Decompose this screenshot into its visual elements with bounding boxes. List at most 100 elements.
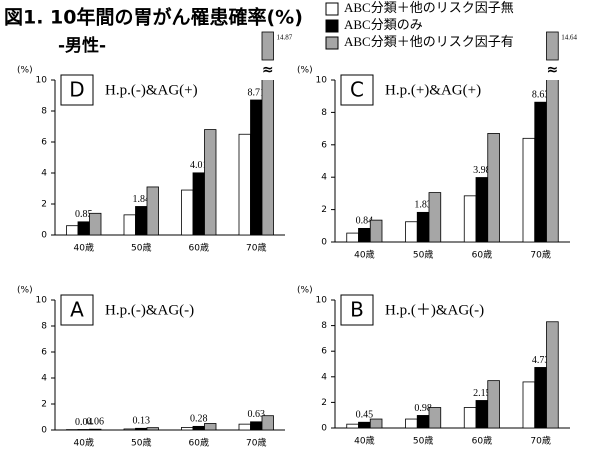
y-tick-label: 0 [321, 238, 327, 248]
bar [146, 427, 159, 430]
y-tick-label: 0 [41, 231, 47, 241]
value-label: 8.71 [248, 87, 266, 98]
panel-subtitle: H.p.(-)&AG(+) [105, 82, 198, 98]
value-label: 0.63 [248, 409, 266, 420]
figure-title: 図1. 10年間の胃がん罹患確率(%) [4, 6, 303, 29]
value-label: 1.84 [133, 194, 151, 205]
bar [416, 211, 430, 242]
bar [181, 189, 194, 235]
break-mark: ≈ [547, 62, 559, 78]
x-tick-label: 40歳 [74, 437, 94, 449]
bar [66, 225, 79, 235]
value-label: 0.45 [356, 410, 374, 421]
value-label: 4.73 [532, 355, 550, 366]
y-tick-label: 4 [321, 173, 327, 183]
x-tick-label: 50歳 [413, 435, 433, 447]
x-tick-label: 70歳 [246, 242, 266, 254]
bar [238, 423, 251, 430]
value-label: 14.64 [561, 34, 577, 42]
figure-subtitle: -男性- [58, 35, 106, 56]
bar [487, 133, 500, 242]
y-unit: (%) [297, 66, 313, 76]
bar [346, 423, 359, 428]
value-label: 0.04 [75, 417, 93, 428]
y-tick-label: 8 [321, 108, 327, 118]
bar [146, 186, 159, 235]
y-tick-label: 0 [41, 426, 47, 436]
bar [358, 227, 371, 242]
panel-subtitle: H.p.(＋)&AG(-) [385, 302, 484, 318]
x-tick-label: 60歳 [189, 437, 209, 449]
panel-subtitle: H.p.(-)&AG(-) [105, 302, 194, 318]
legend-swatch [325, 36, 339, 50]
bar [546, 80, 559, 242]
x-tick-label: 40歳 [354, 249, 374, 261]
bar [522, 381, 536, 428]
bar [77, 429, 90, 430]
value-label: 1.83 [414, 200, 432, 211]
panel-label: A [70, 298, 84, 322]
bar [261, 415, 274, 430]
y-tick-label: 8 [41, 322, 47, 332]
x-tick-label: 40歳 [74, 242, 94, 254]
bar [135, 206, 148, 235]
y-tick-label: 2 [41, 400, 47, 410]
x-tick-label: 70歳 [530, 435, 550, 447]
bar-break-stub [261, 31, 274, 61]
bar [369, 219, 383, 242]
y-tick-label: 4 [41, 169, 47, 179]
bar [261, 80, 274, 235]
bar [475, 400, 489, 428]
y-tick-label: 8 [321, 321, 327, 331]
bar [204, 423, 217, 430]
y-tick-label: 10 [36, 296, 48, 306]
x-tick-label: 60歳 [472, 435, 492, 447]
bar [192, 425, 205, 430]
bar [416, 415, 430, 428]
bar [89, 428, 102, 430]
bar [346, 232, 359, 242]
panel-label-box [340, 294, 374, 326]
y-tick-label: 2 [321, 205, 327, 215]
break-mark: ≈ [262, 62, 274, 78]
value-label: 8.63 [532, 89, 550, 100]
y-unit: (%) [17, 286, 33, 296]
legend-label: ABC分類＋他のリスク因子有 [344, 34, 514, 49]
bar [534, 101, 547, 242]
x-tick-label: 70歳 [246, 437, 266, 449]
panel-label-box [60, 74, 94, 106]
y-tick-label: 8 [41, 107, 47, 117]
x-tick-label: 50歳 [413, 249, 433, 261]
value-label: 0.98 [414, 403, 432, 414]
panel-label-box [340, 74, 374, 106]
bar [192, 172, 205, 235]
legend-swatch [325, 19, 339, 33]
value-label: 14.87 [277, 34, 293, 42]
bar [428, 407, 442, 428]
bar [487, 380, 500, 428]
y-tick-label: 10 [316, 296, 328, 306]
x-tick-label: 50歳 [131, 437, 151, 449]
y-tick-label: 0 [321, 424, 327, 434]
value-label: 0.28 [190, 414, 208, 425]
value-label: 0.85 [75, 209, 93, 220]
bar [522, 137, 536, 242]
x-tick-label: 70歳 [530, 249, 550, 261]
y-tick-label: 4 [321, 372, 327, 382]
y-tick-label: 10 [316, 76, 328, 86]
legend-swatch [325, 2, 339, 16]
legend-label: ABC分類のみ [344, 17, 423, 32]
legend-label: ABC分類＋他のリスク因子無 [344, 0, 514, 15]
y-tick-label: 6 [321, 347, 327, 357]
value-label: 2.15 [473, 388, 491, 399]
bar [89, 212, 102, 235]
bar [428, 192, 442, 242]
y-tick-label: 2 [321, 398, 327, 408]
value-label: 0.13 [133, 416, 151, 427]
bar [135, 427, 148, 430]
bar [463, 195, 477, 242]
bar [123, 214, 136, 235]
bar [77, 221, 90, 235]
y-tick-label: 4 [41, 374, 47, 384]
